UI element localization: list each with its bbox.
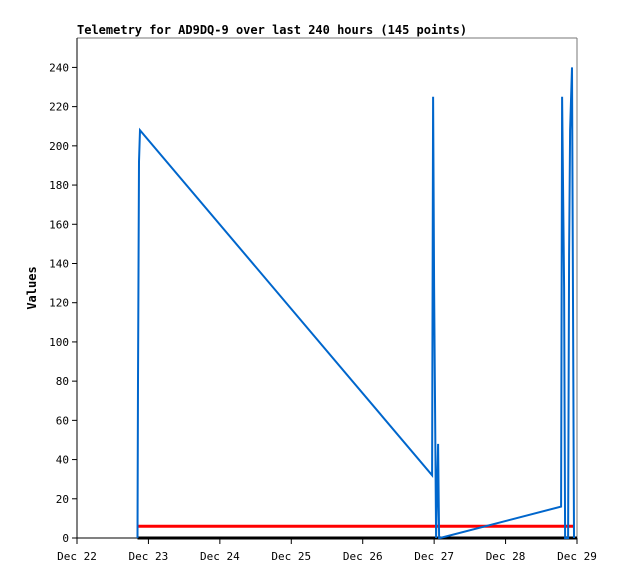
y-tick-label: 180 <box>49 179 69 192</box>
x-tick-label: Dec 23 <box>129 550 169 563</box>
x-tick-label: Dec 22 <box>57 550 97 563</box>
x-tick-label: Dec 25 <box>271 550 311 563</box>
x-tick-label: Dec 29 <box>557 550 597 563</box>
y-tick-label: 160 <box>49 218 69 231</box>
y-tick-label: 240 <box>49 61 69 74</box>
y-tick-label: 140 <box>49 257 69 270</box>
y-tick-label: 220 <box>49 101 69 114</box>
x-tick-label: Dec 27 <box>414 550 454 563</box>
y-tick-label: 200 <box>49 140 69 153</box>
y-tick-label: 120 <box>49 297 69 310</box>
y-axis-label: Values <box>25 266 39 309</box>
y-tick-label: 80 <box>56 375 69 388</box>
y-tick-label: 0 <box>62 532 69 545</box>
y-tick-label: 40 <box>56 454 69 467</box>
series-line-2 <box>136 67 575 539</box>
y-tick-label: 100 <box>49 336 69 349</box>
y-tick-label: 60 <box>56 414 69 427</box>
x-tick-label: Dec 24 <box>200 550 240 563</box>
y-tick-label: 20 <box>56 493 69 506</box>
x-tick-label: Dec 28 <box>486 550 526 563</box>
x-tick-label: Dec 26 <box>343 550 383 563</box>
chart-title: Telemetry for AD9DQ-9 over last 240 hour… <box>77 23 467 37</box>
